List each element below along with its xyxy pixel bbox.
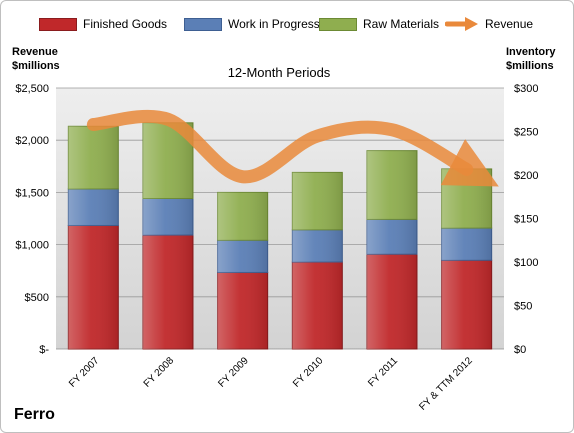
bar-shine-finished-goods bbox=[68, 225, 119, 349]
company-name: Ferro bbox=[14, 406, 55, 423]
bar-shine-work-in-progress bbox=[441, 228, 492, 261]
right-axis-tick-label: $50 bbox=[514, 301, 532, 313]
bar-shine-raw-materials bbox=[367, 150, 417, 220]
bar-shine-work-in-progress bbox=[292, 229, 343, 262]
left-axis-title-line1: Revenue bbox=[12, 46, 58, 58]
revenue-line bbox=[86, 109, 499, 187]
bar-shine-finished-goods bbox=[367, 254, 417, 349]
x-axis-tick-label: FY 2010 bbox=[291, 355, 326, 390]
right-axis-tick-label: $150 bbox=[514, 214, 538, 226]
x-axis-tick-label: FY & TTM 2012 bbox=[417, 355, 475, 413]
right-axis-tick-label: $300 bbox=[514, 83, 538, 95]
bars bbox=[67, 122, 493, 350]
bar-shine-raw-materials bbox=[441, 168, 492, 229]
bar-shine-work-in-progress bbox=[68, 188, 119, 226]
legend-label: Raw Materials bbox=[363, 17, 440, 31]
bar-shine-finished-goods bbox=[441, 260, 492, 349]
right-axis-tick-label: $250 bbox=[514, 127, 538, 139]
left-axis-tick-label: $1,500 bbox=[15, 187, 49, 199]
bar-shine-finished-goods bbox=[292, 262, 343, 349]
bar-shine-raw-materials bbox=[292, 172, 343, 230]
left-axis-tick-label: $2,000 bbox=[15, 135, 49, 147]
legend-label: Revenue bbox=[485, 17, 534, 31]
legend-label: Work in Progress bbox=[228, 17, 320, 31]
legend: Finished Goods Work in Progress Raw Mate… bbox=[1, 11, 573, 37]
bar-shine-work-in-progress bbox=[143, 198, 193, 236]
legend-swatch-raw-materials bbox=[319, 17, 357, 31]
legend-item-revenue: Revenue bbox=[445, 15, 533, 33]
bar-shine-raw-materials bbox=[68, 126, 119, 189]
x-axis-tick-label: FY 2009 bbox=[216, 355, 251, 390]
bar-shine-work-in-progress bbox=[367, 219, 417, 255]
legend-item-finished-goods: Finished Goods bbox=[39, 15, 167, 33]
right-axis-tick-label: $100 bbox=[514, 257, 538, 269]
revenue-line-path bbox=[86, 109, 499, 187]
left-axis-tick-label: $- bbox=[39, 344, 49, 356]
chart-title: 12-Month Periods bbox=[228, 65, 331, 80]
left-axis-title: Revenue $millions bbox=[12, 45, 60, 73]
right-axis-title-line1: Inventory bbox=[506, 46, 556, 58]
legend-swatch-finished-goods bbox=[39, 17, 77, 31]
bar-shine-raw-materials bbox=[217, 192, 268, 241]
legend-arrow-icon bbox=[445, 17, 478, 31]
legend-swatch-work-in-progress bbox=[184, 17, 222, 31]
left-axis-tick-label: $500 bbox=[25, 292, 49, 304]
x-axis-tick-label: FY 2007 bbox=[67, 355, 102, 390]
legend-item-work-in-progress: Work in Progress bbox=[184, 15, 320, 33]
x-axis-tick-label: FY 2011 bbox=[366, 355, 400, 389]
gridlines bbox=[56, 87, 504, 350]
plot-area bbox=[56, 88, 504, 349]
left-axis-title-line2: $millions bbox=[12, 60, 60, 72]
legend-item-raw-materials: Raw Materials bbox=[319, 15, 439, 33]
legend-label: Finished Goods bbox=[83, 17, 168, 31]
right-axis-tick-label: $200 bbox=[514, 170, 538, 182]
right-axis-tick-label: $0 bbox=[514, 344, 526, 356]
left-axis-tick-label: $2,500 bbox=[15, 83, 49, 95]
bar-shine-finished-goods bbox=[143, 235, 193, 349]
right-axis-title-line2: $millions bbox=[506, 60, 554, 72]
bar-shine-work-in-progress bbox=[217, 240, 268, 273]
bar-shine-finished-goods bbox=[217, 272, 268, 349]
right-axis-title: Inventory $millions bbox=[506, 45, 556, 73]
left-axis-tick-label: $1,000 bbox=[15, 240, 49, 252]
x-axis-tick-label: FY 2008 bbox=[142, 355, 177, 390]
